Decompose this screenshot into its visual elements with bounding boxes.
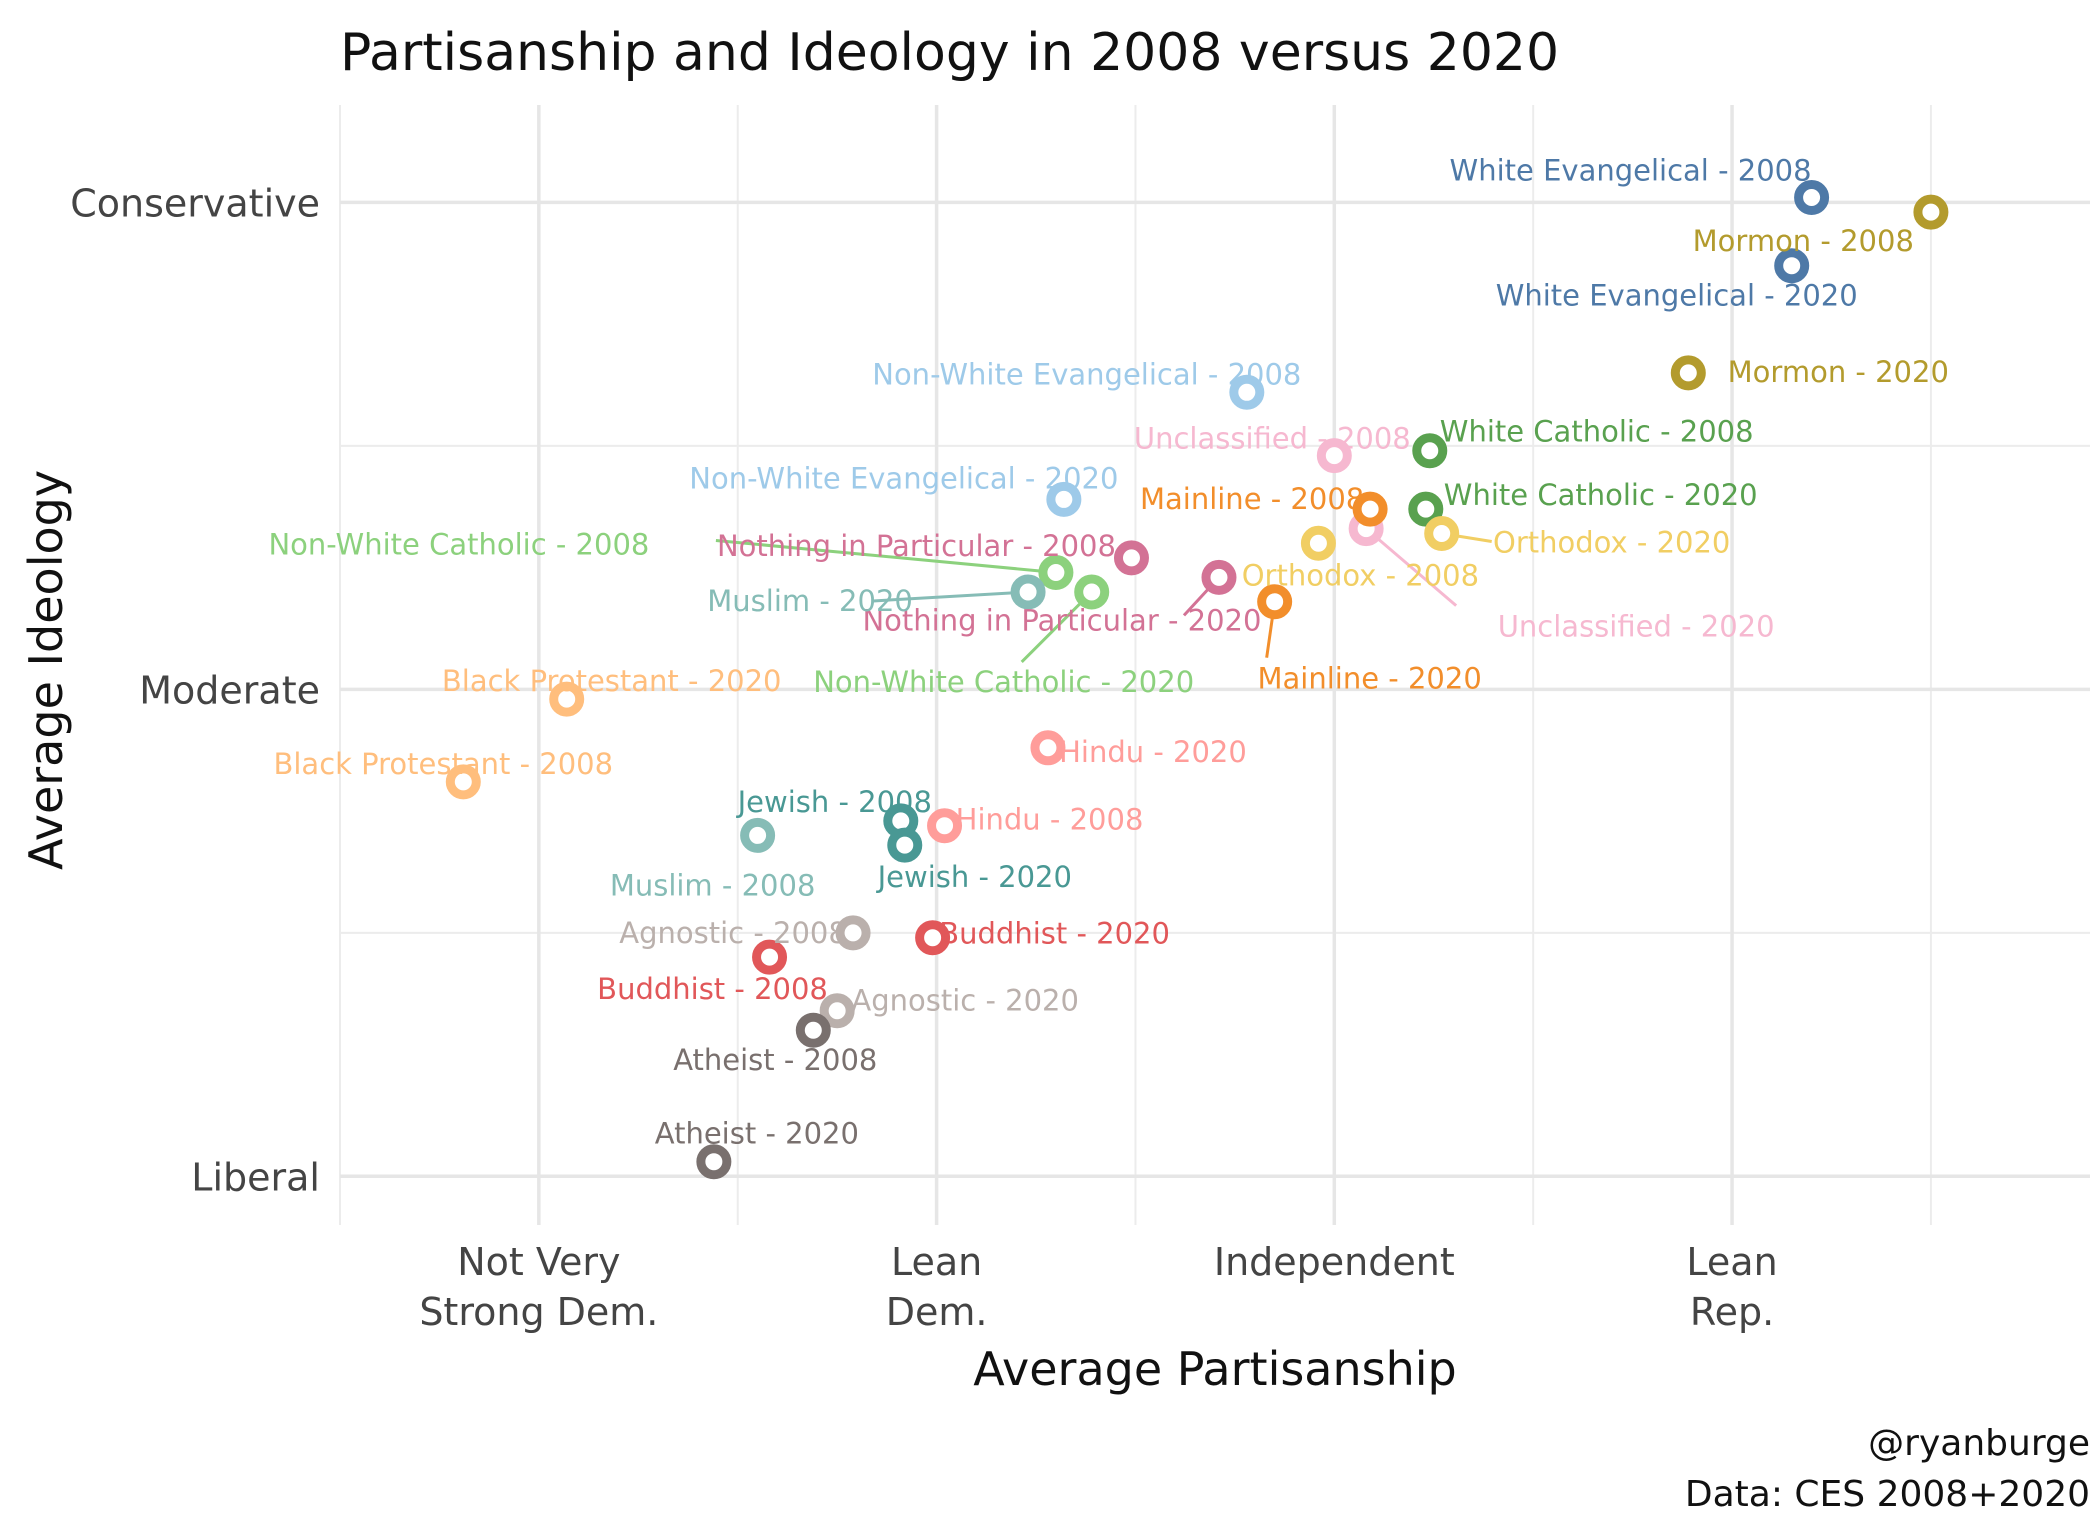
point-labels: White Evangelical - 2008 White Evangelica…: [268, 154, 1948, 1151]
chart-title: Partisanship and Ideology in 2008 versus…: [340, 23, 1559, 83]
y-axis-ticks: Liberal Moderate Conservative: [70, 181, 320, 1199]
point-non-white-catholic-2020: [1074, 574, 1110, 610]
label-unclassified-2008: Unclassified - 2008: [1134, 422, 1411, 456]
point-nothing-in-particular-2008: [1113, 540, 1149, 576]
label-jewish-2008: Jewish - 2008: [736, 785, 932, 819]
point-mormon-2020: [1670, 355, 1706, 391]
point-agnostic-2008: [835, 915, 871, 951]
point-mainline-2008: [1352, 491, 1388, 527]
y-axis-title: Average Ideology: [19, 470, 73, 870]
label-buddhist-2020: Buddhist - 2020: [939, 917, 1170, 951]
point-atheist-2020: [696, 1144, 732, 1180]
label-atheist-2008: Atheist - 2008: [673, 1043, 877, 1077]
label-nothing-in-particular-2020: Nothing in Particular - 2020: [862, 603, 1261, 637]
point-black-protestant-2020: [549, 681, 585, 717]
label-mainline-2008: Mainline - 2008: [1140, 482, 1364, 516]
label-mainline-2020: Mainline - 2020: [1258, 662, 1482, 696]
point-unclassified-2008: [1316, 438, 1352, 474]
leader-muslim-2020: [872, 590, 1029, 603]
label-orthodox-2020: Orthodox - 2020: [1493, 526, 1730, 560]
point-orthodox-2020: [1424, 516, 1460, 552]
point-buddhist-2020: [915, 920, 951, 956]
label-unclassified-2020: Unclassified - 2020: [1498, 610, 1775, 644]
y-tick-label: Liberal: [191, 1155, 320, 1199]
point-nothing-in-particular-2020: [1201, 559, 1237, 595]
caption-source: Data: CES 2008+2020: [1685, 1474, 2090, 1515]
label-white-evangelical-2008: White Evangelical - 2008: [1450, 154, 1812, 188]
label-white-evangelical-2020: White Evangelical - 2020: [1496, 279, 1858, 313]
point-white-evangelical-2008: [1794, 180, 1830, 216]
point-atheist-2008: [795, 1012, 831, 1048]
point-mormon-2008: [1913, 194, 1949, 230]
label-orthodox-2008: Orthodox - 2008: [1242, 558, 1479, 592]
point-non-white-evangelical-2008: [1229, 374, 1265, 410]
label-hindu-2008: Hindu - 2008: [956, 803, 1144, 837]
point-non-white-evangelical-2020: [1046, 481, 1082, 517]
label-black-protestant-2020: Black Protestant - 2020: [442, 664, 782, 698]
point-muslim-2008: [740, 817, 776, 853]
point-white-evangelical-2020: [1774, 248, 1810, 284]
x-tick-label: Lean Dem.: [886, 1240, 988, 1334]
label-muslim-2020: Muslim - 2020: [707, 584, 913, 618]
grid-minor: [339, 105, 2090, 1225]
label-white-catholic-2008: White Catholic - 2008: [1440, 415, 1754, 449]
x-tick-label: Independent: [1214, 1240, 1455, 1284]
point-mainline-2020: [1257, 584, 1293, 620]
label-muslim-2008: Muslim - 2008: [610, 868, 816, 902]
leader-non-white-catholic-2008: [715, 538, 1057, 574]
label-mormon-2008: Mormon - 2008: [1693, 224, 1914, 258]
point-agnostic-2020: [819, 993, 855, 1029]
caption-handle: @ryanburge: [1868, 1423, 2090, 1464]
label-atheist-2020: Atheist - 2020: [655, 1117, 859, 1151]
x-tick-label: Lean Rep.: [1686, 1240, 1777, 1334]
y-tick-label: Moderate: [139, 668, 320, 712]
label-hindu-2020: Hindu - 2020: [1059, 735, 1247, 769]
x-tick-label: Not Very Strong Dem.: [419, 1240, 658, 1334]
label-non-white-evangelical-2020: Non-White Evangelical - 2020: [689, 461, 1118, 495]
point-white-catholic-2020: [1408, 491, 1444, 527]
y-tick-label: Conservative: [70, 181, 320, 225]
point-jewish-2020: [887, 827, 923, 863]
leader-unclassified-2020: [1365, 527, 1458, 607]
label-jewish-2020: Jewish - 2020: [876, 860, 1072, 894]
label-buddhist-2008: Buddhist - 2008: [597, 972, 828, 1006]
point-hindu-2020: [1030, 730, 1066, 766]
point-muslim-2020: [1010, 574, 1046, 610]
label-mormon-2020: Mormon - 2020: [1728, 355, 1949, 389]
x-axis-title: Average Partisanship: [973, 1342, 1457, 1396]
point-white-catholic-2008: [1412, 433, 1448, 469]
point-orthodox-2008: [1300, 525, 1336, 561]
x-axis-ticks: Not Very Strong Dem. Lean Dem. Independent Le…: [419, 1240, 1777, 1334]
point-non-white-catholic-2008: [1038, 554, 1074, 590]
label-non-white-catholic-2020: Non-White Catholic - 2020: [813, 665, 1194, 699]
label-nothing-in-particular-2008: Nothing in Particular - 2008: [717, 529, 1116, 563]
label-non-white-evangelical-2008: Non-White Evangelical - 2008: [872, 357, 1301, 391]
label-black-protestant-2008: Black Protestant - 2008: [273, 747, 613, 781]
data-points: [445, 180, 1949, 1180]
label-white-catholic-2020: White Catholic - 2020: [1444, 478, 1758, 512]
label-agnostic-2008: Agnostic - 2008: [619, 916, 847, 950]
label-agnostic-2020: Agnostic - 2020: [851, 984, 1079, 1018]
point-hindu-2008: [927, 808, 963, 844]
point-buddhist-2008: [752, 939, 788, 975]
point-black-protestant-2008: [445, 764, 481, 800]
label-leader-lines: [715, 527, 1492, 664]
label-non-white-catholic-2008: Non-White Catholic - 2008: [268, 527, 649, 561]
